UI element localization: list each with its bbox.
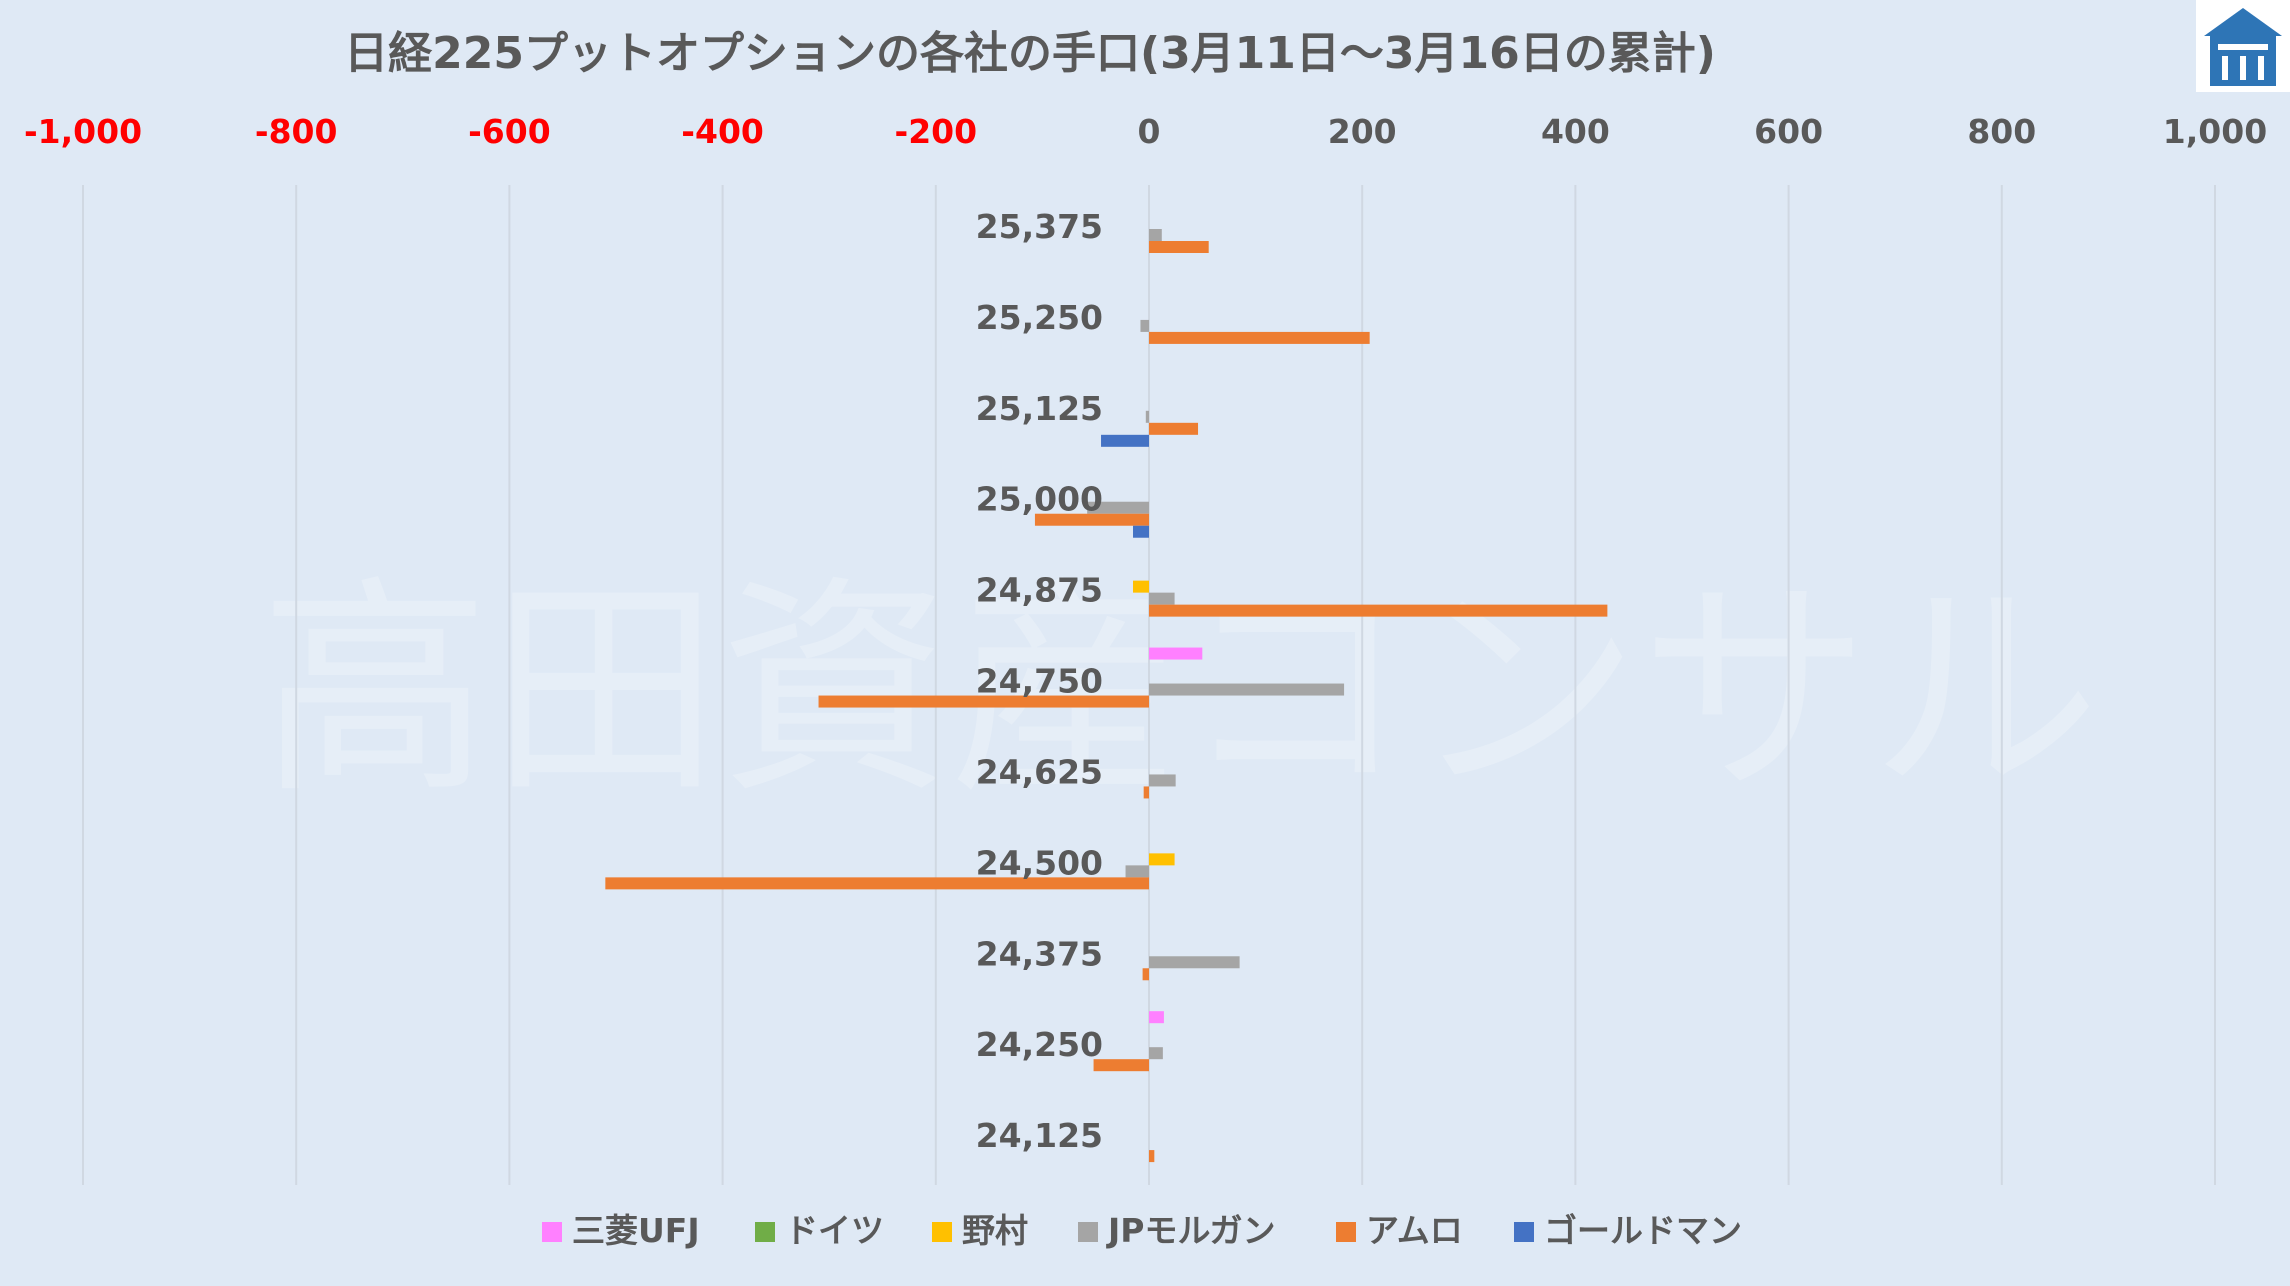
category-label: 24,250 xyxy=(976,1025,1103,1064)
bar xyxy=(1034,513,1149,526)
x-tick-label: -400 xyxy=(681,112,764,151)
category-label: 25,375 xyxy=(976,207,1103,246)
x-tick-label: -200 xyxy=(895,112,978,151)
bar xyxy=(1093,1059,1149,1072)
category-label: 24,750 xyxy=(976,662,1103,701)
legend-label: 三菱UFJ xyxy=(572,1211,700,1250)
bar xyxy=(1149,1047,1163,1060)
legend-label: JPモルガン xyxy=(1106,1211,1275,1250)
bar xyxy=(1142,968,1149,981)
bar xyxy=(1149,422,1199,435)
bar xyxy=(1143,786,1149,799)
bar xyxy=(605,877,1149,890)
bar xyxy=(1133,580,1149,593)
bar xyxy=(1149,1011,1164,1024)
chart-title: 日経225プットオプションの各社の手口(3月11日～3月16日の累計) xyxy=(344,28,1716,79)
category-label: 24,125 xyxy=(976,1116,1103,1155)
bar xyxy=(1149,604,1608,617)
category-label: 24,500 xyxy=(976,843,1103,882)
category-label: 24,875 xyxy=(976,571,1103,610)
bar xyxy=(1149,774,1176,787)
bar xyxy=(1149,956,1240,969)
legend: 三菱UFJ ドイツ 野村 JPモルガン アムロ ゴールドマン xyxy=(542,1211,1742,1250)
bar xyxy=(1149,331,1370,344)
bar xyxy=(1149,229,1162,241)
bar xyxy=(1133,525,1149,538)
legend-swatch xyxy=(1514,1222,1534,1242)
legend-swatch xyxy=(1078,1222,1098,1242)
legend-swatch xyxy=(932,1222,952,1242)
category-label: 24,375 xyxy=(976,934,1103,973)
x-axis-ticks: -1,000 -800 -600 -400 -200 0 200 400 600 800 1,000 xyxy=(24,112,2267,151)
category-label: 25,125 xyxy=(976,389,1103,428)
x-tick-label: 400 xyxy=(1541,112,1610,151)
bar xyxy=(1149,647,1203,660)
legend-label: ドイツ xyxy=(785,1211,884,1250)
x-tick-label: -800 xyxy=(255,112,338,151)
bar xyxy=(818,695,1149,708)
bar-layer xyxy=(605,229,1608,1163)
bar xyxy=(1140,319,1149,332)
x-tick-label: 1,000 xyxy=(2163,112,2267,151)
x-tick-label: 600 xyxy=(1754,112,1823,151)
x-tick-label: 800 xyxy=(1967,112,2036,151)
x-tick-label: 0 xyxy=(1138,112,1161,151)
legend-swatch xyxy=(755,1222,775,1242)
legend-swatch xyxy=(542,1222,562,1242)
category-label: 25,000 xyxy=(976,480,1103,519)
bar xyxy=(1101,434,1149,447)
bar xyxy=(1125,865,1149,878)
legend-label: 野村 xyxy=(962,1211,1028,1250)
bar xyxy=(1149,683,1345,696)
house-logo-icon xyxy=(2196,0,2290,92)
bar xyxy=(1149,592,1175,605)
category-labels: 25,375 25,250 25,125 25,000 24,875 24,750 24,6… xyxy=(976,207,1103,1155)
legend-swatch xyxy=(1336,1222,1356,1242)
x-tick-label: -1,000 xyxy=(24,112,142,151)
bar xyxy=(1149,241,1209,253)
legend-label: アムロ xyxy=(1366,1211,1463,1250)
x-tick-label: 200 xyxy=(1328,112,1397,151)
bar xyxy=(1145,410,1149,423)
category-label: 25,250 xyxy=(976,298,1103,337)
bar xyxy=(1149,853,1175,866)
legend-label: ゴールドマン xyxy=(1544,1211,1742,1250)
bar xyxy=(1087,501,1149,514)
category-label: 24,625 xyxy=(976,752,1103,791)
grid-layer xyxy=(82,185,2216,1185)
bar xyxy=(1149,1150,1155,1163)
x-tick-label: -600 xyxy=(468,112,551,151)
